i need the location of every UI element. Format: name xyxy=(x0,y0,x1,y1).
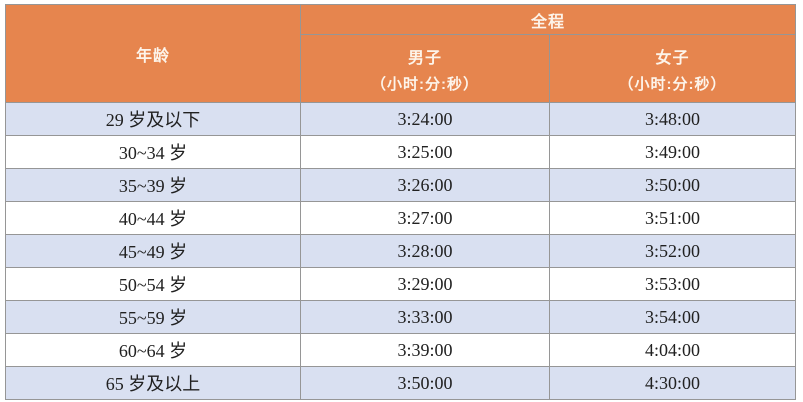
women-time-cell: 3:52:00 xyxy=(548,234,797,268)
women-time-cell: 3:53:00 xyxy=(548,267,797,301)
women-time-cell: 3:54:00 xyxy=(548,300,797,334)
header-row-top: 年龄 全程 xyxy=(5,4,797,103)
age-cell: 30~34 岁 xyxy=(5,135,301,169)
women-time-cell: 4:04:00 xyxy=(548,333,797,367)
men-time-cell: 3:27:00 xyxy=(300,201,550,235)
age-cell: 35~39 岁 xyxy=(5,168,301,202)
table-row: 50~54 岁 3:29:00 3:53:00 xyxy=(5,267,797,301)
table-row: 35~39 岁 3:26:00 3:50:00 xyxy=(5,168,797,202)
table-row: 40~44 岁 3:27:00 3:51:00 xyxy=(5,201,797,235)
table-row: 45~49 岁 3:28:00 3:52:00 xyxy=(5,234,797,268)
men-time-cell: 3:33:00 xyxy=(300,300,550,334)
men-time-cell: 3:50:00 xyxy=(300,366,550,400)
men-column-header: 男子 （小时:分:秒） xyxy=(300,34,550,103)
table-row: 65 岁及以上 3:50:00 4:30:00 xyxy=(5,366,797,400)
header-row-sub: 男子 （小时:分:秒） 女子 （小时:分:秒） xyxy=(6,34,797,103)
women-unit-label: （小时:分:秒） xyxy=(618,75,727,93)
men-unit-label: （小时:分:秒） xyxy=(371,75,479,93)
men-time-cell: 3:24:00 xyxy=(300,102,550,136)
men-time-cell: 3:26:00 xyxy=(300,168,550,202)
women-time-cell: 3:51:00 xyxy=(548,201,797,235)
men-time-cell: 3:39:00 xyxy=(300,333,550,367)
table-row: 60~64 岁 3:39:00 4:04:00 xyxy=(5,333,797,367)
age-cell: 65 岁及以上 xyxy=(5,366,301,400)
women-time-cell: 3:50:00 xyxy=(548,168,797,202)
men-time-cell: 3:29:00 xyxy=(300,267,550,301)
age-cell: 60~64 岁 xyxy=(5,333,301,367)
women-column-header: 女子 （小时:分:秒） xyxy=(548,34,797,103)
age-column-header: 年龄 xyxy=(5,4,301,103)
course-column-header: 全程 xyxy=(299,4,797,35)
table-row: 55~59 岁 3:33:00 3:54:00 xyxy=(5,300,797,334)
men-label: 男子 xyxy=(407,49,442,67)
qualification-table-container: 年龄 全程 男子 （小时:分:秒） 女子 （小时:分:秒） 29 岁及以下 3:2… xyxy=(5,4,797,400)
age-cell: 50~54 岁 xyxy=(5,267,301,301)
table-row: 29 岁及以下 3:24:00 3:48:00 xyxy=(5,102,797,136)
age-cell: 29 岁及以下 xyxy=(5,102,301,136)
table-header: 年龄 全程 男子 （小时:分:秒） 女子 （小时:分:秒） xyxy=(5,4,797,103)
women-label: 女子 xyxy=(655,49,690,67)
table-row: 30~34 岁 3:25:00 3:49:00 xyxy=(5,135,797,169)
age-cell: 45~49 岁 xyxy=(5,234,301,268)
age-cell: 55~59 岁 xyxy=(5,300,301,334)
qualification-table: 年龄 全程 男子 （小时:分:秒） 女子 （小时:分:秒） 29 岁及以下 3:2… xyxy=(5,4,797,400)
table-body: 29 岁及以下 3:24:00 3:48:00 30~34 岁 3:25:00 3:49:… xyxy=(5,102,797,400)
age-cell: 40~44 岁 xyxy=(5,201,301,235)
women-time-cell: 3:49:00 xyxy=(548,135,797,169)
women-time-cell: 3:48:00 xyxy=(548,102,797,136)
women-time-cell: 4:30:00 xyxy=(548,366,797,400)
men-time-cell: 3:28:00 xyxy=(300,234,550,268)
men-time-cell: 3:25:00 xyxy=(300,135,550,169)
